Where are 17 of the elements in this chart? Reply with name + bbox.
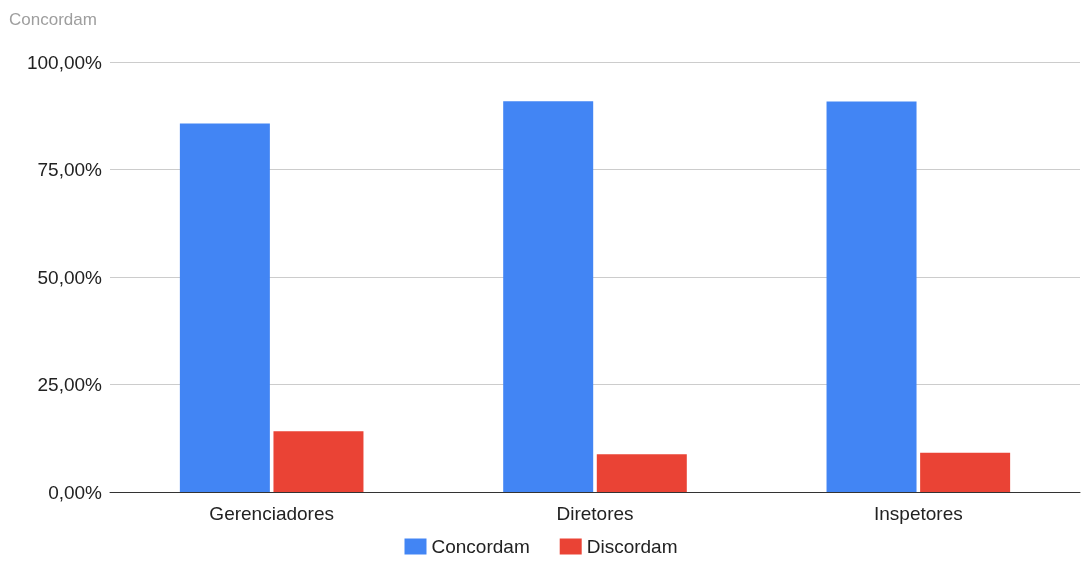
y-tick-label: 50,00% bbox=[37, 266, 103, 288]
bar bbox=[503, 101, 594, 492]
bar bbox=[179, 123, 270, 492]
bar bbox=[826, 101, 917, 492]
legend-label: Discordam bbox=[586, 536, 678, 557]
bar bbox=[920, 452, 1011, 492]
bar bbox=[273, 431, 364, 492]
y-tick-label: 75,00% bbox=[37, 159, 103, 180]
y-tick-label: 100,00% bbox=[26, 51, 103, 73]
x-tick-label: Diretores bbox=[556, 503, 634, 524]
y-tick-label: 25,00% bbox=[37, 374, 103, 395]
x-tick-label: Gerenciadores bbox=[209, 503, 334, 524]
bar bbox=[596, 454, 687, 492]
x-tick-label: Inspetores bbox=[873, 503, 963, 524]
legend-label: Concordam bbox=[431, 536, 530, 557]
y-tick-label: 0,00% bbox=[48, 481, 103, 503]
chart-title: Concordam bbox=[9, 10, 97, 29]
